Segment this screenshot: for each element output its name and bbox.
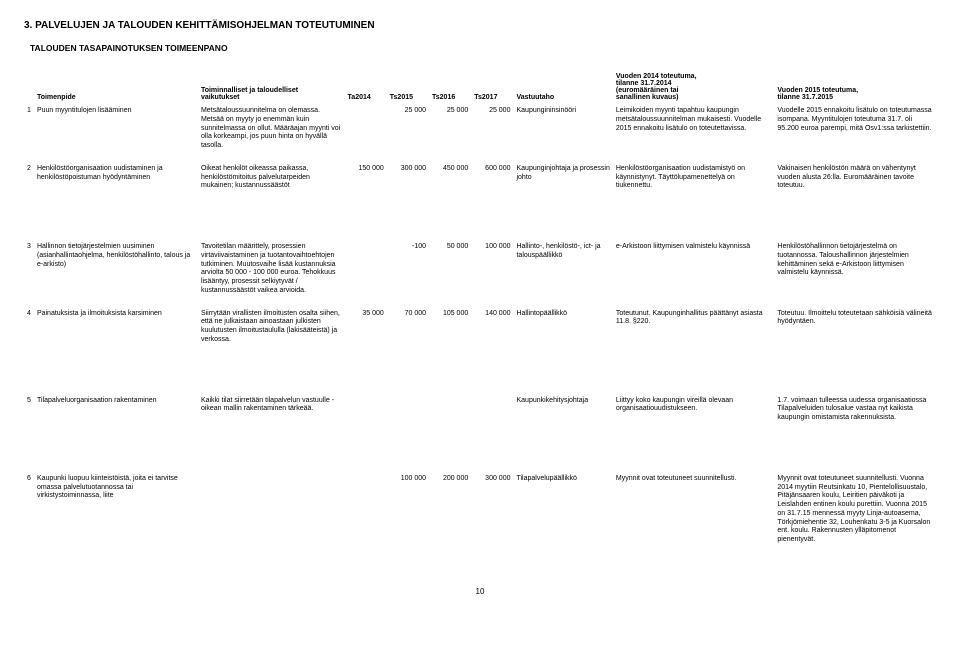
cell-ts2016: 50 000 — [429, 241, 471, 308]
cell-tot2015: Toteutuu. Ilmoittelu toteutetaan sähköis… — [774, 308, 936, 357]
header-toimenpide: Toimenpide — [34, 71, 198, 105]
cell-vaikutukset — [198, 473, 345, 557]
cell-vaikutukset: Tavoitetilan määrittely, prosessien virt… — [198, 241, 345, 308]
table-row: 5Tilapalveluorganisaation rakentaminenKa… — [24, 395, 936, 435]
page-number: 10 — [24, 587, 936, 596]
cell-ta2014 — [345, 473, 387, 557]
section-title: 3. PALVELUJEN JA TALOUDEN KEHITTÄMISOHJE… — [24, 20, 936, 31]
cell-tot2015: Myynnit ovat toteutuneet suunnitellusti.… — [774, 473, 936, 557]
table-row: 6Kaupunki luopuu kiinteistöistä, joita e… — [24, 473, 936, 557]
header-row: Toimenpide Toiminnalliset ja taloudellis… — [24, 71, 936, 105]
cell-vaikutukset: Oikeat henkilöt oikeassa paikassa, henki… — [198, 163, 345, 203]
cell-vaikutukset: Metsätaloussuunnitelma on olemassa. Mets… — [198, 105, 345, 163]
header-ts2015: Ts2015 — [387, 71, 429, 105]
table-row: 2Henkilöstöorganisaation uudistaminen ja… — [24, 163, 936, 203]
header-num — [24, 71, 34, 105]
cell-ts2015: 300 000 — [387, 163, 429, 203]
cell-tot2015: Henkilöstöhallinnon tietojärjestelmä on … — [774, 241, 936, 308]
header-ts2016: Ts2016 — [429, 71, 471, 105]
cell-ts2015: -100 — [387, 241, 429, 308]
cell-ts2016: 200 000 — [429, 473, 471, 557]
cell-toimenpide: Kaupunki luopuu kiinteistöistä, joita ei… — [34, 473, 198, 557]
cell-ta2014: 150 000 — [345, 163, 387, 203]
table-row: 1Puun myyntitulojen lisääminenMetsätalou… — [24, 105, 936, 163]
cell-ts2015 — [387, 395, 429, 435]
table-row: 4Painatuksista ja ilmoituksista karsimin… — [24, 308, 936, 357]
cell-ts2017: 100 000 — [471, 241, 513, 308]
cell-vastuutaho: Kaupunkikehitysjohtaja — [513, 395, 612, 435]
cell-ta2014 — [345, 105, 387, 163]
header-ta2014: Ta2014 — [345, 71, 387, 105]
cell-ts2016: 450 000 — [429, 163, 471, 203]
cell-tot2015: Vakinaisen henkilöstön määrä on vähentyn… — [774, 163, 936, 203]
cell-ts2016: 105 000 — [429, 308, 471, 357]
row-number: 2 — [24, 163, 34, 203]
cell-toimenpide: Puun myyntitulojen lisääminen — [34, 105, 198, 163]
cell-vastuutaho: Tilapalvelupäällikkö — [513, 473, 612, 557]
cell-toimenpide: Painatuksista ja ilmoituksista karsimine… — [34, 308, 198, 357]
cell-ts2017 — [471, 395, 513, 435]
cell-ts2017: 140 000 — [471, 308, 513, 357]
cell-ta2014 — [345, 395, 387, 435]
cell-tot2014: Toteutunut. Kaupunginhallitus päättänyt … — [613, 308, 775, 357]
cell-ts2017: 25 000 — [471, 105, 513, 163]
cell-ts2015: 100 000 — [387, 473, 429, 557]
header-vaikutukset: Toiminnalliset ja taloudelliset vaikutuk… — [198, 71, 345, 105]
cell-toimenpide: Henkilöstöorganisaation uudistaminen ja … — [34, 163, 198, 203]
cell-tot2014: Liittyy koko kaupungin vireillä olevaan … — [613, 395, 775, 435]
cell-vaikutukset: Siirrytään virallisten ilmoitusten osalt… — [198, 308, 345, 357]
row-number: 6 — [24, 473, 34, 557]
cell-vastuutaho: Kaupungininsinööri — [513, 105, 612, 163]
cell-tot2014: Henkilöstöorganisaation uudistamistyö on… — [613, 163, 775, 203]
row-number: 3 — [24, 241, 34, 308]
cell-vaikutukset: Kaikki tilat siirretään tilapalvelun vas… — [198, 395, 345, 435]
cell-tot2014: Leimikoiden myynti tapahtuu kaupungin me… — [613, 105, 775, 163]
row-number: 5 — [24, 395, 34, 435]
header-tot2014: Vuoden 2014 toteutuma, tilanne 31.7.2014… — [613, 71, 775, 105]
cell-tot2014: e-Arkistoon liittymisen valmistelu käynn… — [613, 241, 775, 308]
spacer-row — [24, 357, 936, 395]
cell-vastuutaho: Kaupunginjohtaja ja prosessin johto — [513, 163, 612, 203]
cell-toimenpide: Tilapalveluorganisaation rakentaminen — [34, 395, 198, 435]
subtitle: TALOUDEN TASAPAINOTUKSEN TOIMEENPANO — [30, 43, 936, 53]
header-tot2015: Vuoden 2015 toteutuma, tilanne 31.7.2015 — [774, 71, 936, 105]
cell-ta2014: 35 000 — [345, 308, 387, 357]
cell-ts2016: 25 000 — [429, 105, 471, 163]
cell-vastuutaho: Hallintopäällikkö — [513, 308, 612, 357]
cell-ta2014 — [345, 241, 387, 308]
cell-tot2015: Vuodelle 2015 ennakoitu lisätulo on tote… — [774, 105, 936, 163]
cell-ts2017: 300 000 — [471, 473, 513, 557]
spacer-row — [24, 203, 936, 241]
table-row: 3Hallinnon tietojärjestelmien uusiminen … — [24, 241, 936, 308]
cell-ts2015: 25 000 — [387, 105, 429, 163]
cell-ts2016 — [429, 395, 471, 435]
spacer-row — [24, 435, 936, 473]
cell-vastuutaho: Hallinto-, henkilöstö-, ict- ja talouspä… — [513, 241, 612, 308]
cell-ts2017: 600 000 — [471, 163, 513, 203]
header-vastuutaho: Vastuutaho — [513, 71, 612, 105]
cell-tot2015: 1.7. voimaan tulleessa uudessa organisaa… — [774, 395, 936, 435]
row-number: 4 — [24, 308, 34, 357]
cell-tot2014: Myynnit ovat toteutuneet suunnitellusti. — [613, 473, 775, 557]
cell-ts2015: 70 000 — [387, 308, 429, 357]
header-ts2017: Ts2017 — [471, 71, 513, 105]
budget-table: Toimenpide Toiminnalliset ja taloudellis… — [24, 71, 936, 557]
row-number: 1 — [24, 105, 34, 163]
cell-toimenpide: Hallinnon tietojärjestelmien uusiminen (… — [34, 241, 198, 308]
